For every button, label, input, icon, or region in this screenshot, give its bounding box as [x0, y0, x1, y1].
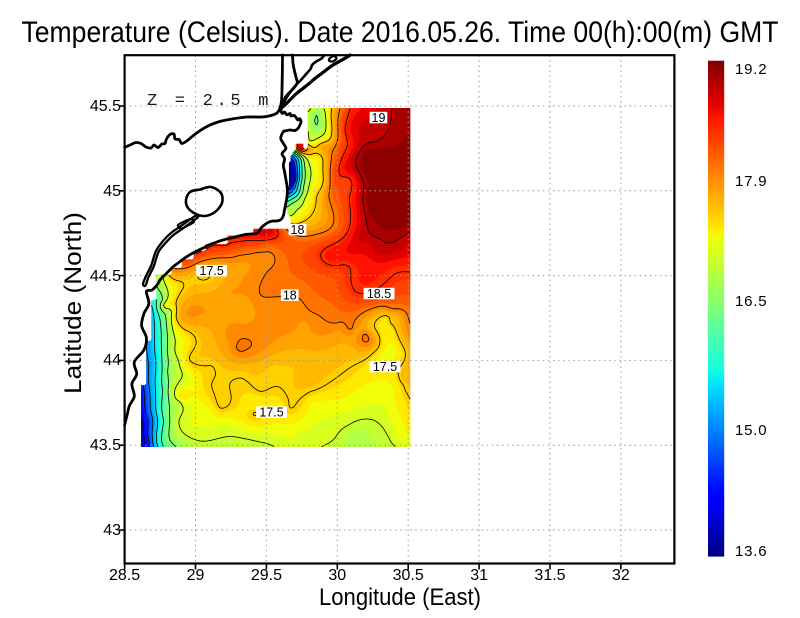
svg-text:17.5: 17.5: [259, 406, 283, 420]
svg-text:19: 19: [372, 111, 386, 125]
svg-text:18.5: 18.5: [367, 287, 391, 301]
svg-text:18: 18: [283, 288, 297, 302]
svg-text:17.5: 17.5: [373, 360, 397, 374]
svg-text:18: 18: [291, 223, 305, 237]
svg-text:17.5: 17.5: [200, 264, 224, 278]
